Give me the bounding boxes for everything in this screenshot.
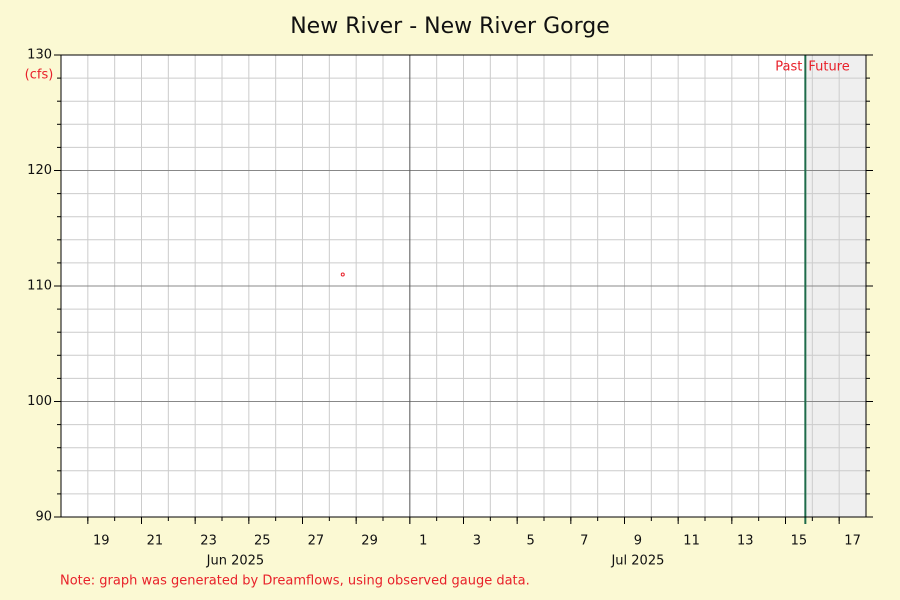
- x-tick-label: 11: [683, 534, 700, 549]
- future-label: Future: [808, 60, 849, 75]
- plot-frame: [60, 54, 867, 518]
- y-axis-label: (cfs): [25, 68, 54, 83]
- y-tick-label: 110: [27, 279, 52, 294]
- x-tick-label: 27: [308, 534, 325, 549]
- month-label: Jun 2025: [206, 554, 265, 569]
- x-tick-label: 23: [200, 534, 217, 549]
- y-tick-label: 130: [27, 48, 52, 63]
- x-tick-label: 1: [419, 534, 427, 549]
- past-label: Past: [775, 60, 802, 75]
- x-tick-label: 17: [844, 534, 861, 549]
- y-tick-label: 100: [27, 394, 52, 409]
- x-tick-label: 7: [580, 534, 588, 549]
- x-tick-label: 13: [737, 534, 754, 549]
- x-tick-label: 29: [361, 534, 378, 549]
- x-tick-label: 5: [526, 534, 534, 549]
- x-tick-label: 21: [147, 534, 164, 549]
- data-point: [340, 272, 345, 277]
- x-tick-label: 19: [93, 534, 110, 549]
- y-tick-label: 90: [35, 510, 52, 525]
- x-tick-label: 15: [791, 534, 808, 549]
- note: Note: graph was generated by Dreamflows,…: [60, 574, 530, 589]
- x-tick-label: 25: [254, 534, 271, 549]
- chart-title: New River - New River Gorge: [290, 14, 610, 39]
- x-tick-label: 3: [473, 534, 481, 549]
- y-tick-label: 120: [27, 163, 52, 178]
- month-label: Jul 2025: [610, 554, 664, 569]
- x-tick-label: 9: [634, 534, 642, 549]
